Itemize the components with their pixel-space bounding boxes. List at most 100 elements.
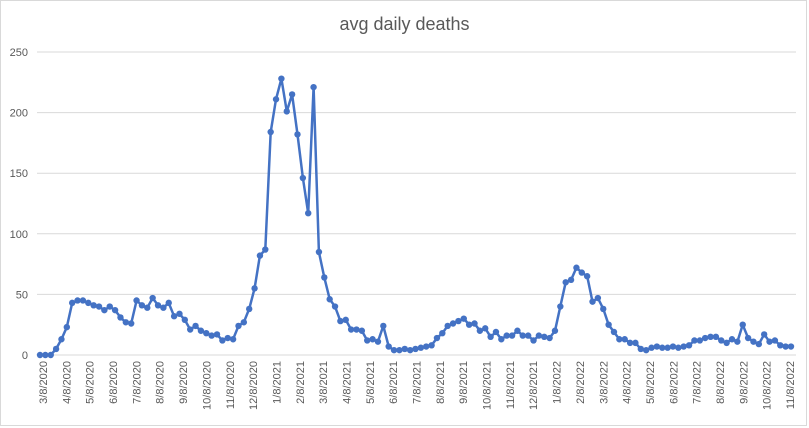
data-point [471, 320, 478, 327]
data-point [278, 75, 285, 82]
data-point [707, 333, 714, 341]
data-point [165, 299, 172, 307]
data-point [546, 334, 553, 342]
data-point [578, 269, 585, 276]
x-tick-label: 8/8/2021 [435, 361, 447, 404]
data-point [369, 336, 376, 343]
x-tick-label: 4/8/2020 [61, 361, 73, 404]
data-point [637, 345, 644, 353]
data-point [224, 334, 231, 342]
data-point [691, 337, 698, 344]
data-point [208, 332, 215, 339]
data-point [229, 336, 237, 343]
data-point [455, 317, 462, 325]
data-point [385, 343, 392, 350]
data-point [353, 326, 360, 333]
data-point [621, 336, 628, 343]
data-point [551, 327, 559, 334]
gridlines [37, 51, 796, 356]
data-point [616, 336, 623, 343]
y-tick-label: 100 [10, 229, 28, 241]
data-point [310, 83, 317, 91]
data-point [642, 346, 650, 354]
x-tick-label: 11/8/2021 [505, 361, 517, 409]
data-point [760, 331, 768, 338]
data-point [423, 343, 430, 350]
data-point [288, 91, 296, 98]
data-point [267, 128, 274, 136]
data-point [42, 351, 49, 359]
data-point [106, 303, 113, 310]
x-tick-label: 7/8/2021 [412, 361, 424, 404]
data-point [600, 305, 607, 313]
data-point [321, 274, 328, 281]
data-point [744, 334, 752, 342]
data-point [396, 346, 403, 354]
data-point [326, 296, 333, 303]
data-point [460, 315, 467, 322]
data-point [492, 328, 500, 336]
data-point [664, 344, 671, 351]
data-point [562, 279, 569, 286]
data-point [675, 344, 682, 351]
data-point [240, 319, 248, 326]
data-point [272, 96, 280, 103]
data-point [610, 328, 618, 336]
data-point [594, 294, 602, 302]
data-point [63, 323, 71, 331]
data-point [771, 337, 779, 344]
data-point [331, 303, 339, 310]
x-tick-label: 11/8/2020 [225, 361, 237, 409]
x-tick-label: 9/8/2022 [738, 361, 750, 404]
x-tick-label: 3/8/2020 [38, 361, 50, 404]
x-tick-label: 6/8/2022 [668, 361, 680, 404]
data-point [406, 346, 414, 354]
data-point [347, 326, 355, 333]
y-tick-label: 0 [22, 350, 28, 362]
data-point [685, 342, 693, 349]
data-point [524, 332, 532, 339]
x-tick-label: 1/8/2021 [271, 361, 283, 404]
data-point [203, 329, 210, 337]
data-point [626, 339, 634, 347]
x-tick-label: 2/8/2021 [295, 361, 307, 404]
x-tick-label: 12/8/2021 [528, 361, 540, 410]
data-point [144, 304, 151, 311]
data-point [364, 337, 371, 344]
data-point [160, 304, 167, 311]
data-point [235, 322, 242, 330]
data-point [154, 302, 162, 309]
y-tick-label: 200 [10, 108, 28, 120]
data-point [487, 333, 494, 341]
data-point [47, 351, 54, 359]
data-point [127, 320, 135, 327]
y-tick-label: 50 [16, 289, 28, 301]
data-point [573, 264, 580, 271]
y-tick-label: 250 [10, 47, 28, 59]
data-point [734, 338, 741, 345]
x-tick-label: 5/8/2020 [85, 361, 97, 404]
data-point [519, 332, 526, 339]
data-point [701, 334, 709, 342]
data-point [433, 334, 441, 342]
data-point [176, 310, 183, 317]
data-point [95, 303, 103, 310]
data-point [412, 345, 419, 353]
data-point [117, 314, 124, 321]
data-point [508, 332, 516, 339]
data-point [170, 313, 178, 320]
data-point [283, 108, 290, 115]
chart-title: avg daily deaths [339, 14, 470, 34]
x-tick-label: 5/8/2022 [645, 361, 657, 404]
series-avg-daily-deaths [36, 75, 795, 359]
data-point [782, 343, 789, 350]
data-point [246, 305, 253, 313]
data-point [659, 344, 666, 351]
data-point [444, 322, 451, 330]
data-point [101, 306, 108, 314]
x-tick-label: 8/8/2020 [155, 361, 167, 404]
x-tick-label: 4/8/2021 [341, 361, 353, 404]
data-point [766, 338, 773, 345]
data-point [197, 327, 205, 334]
